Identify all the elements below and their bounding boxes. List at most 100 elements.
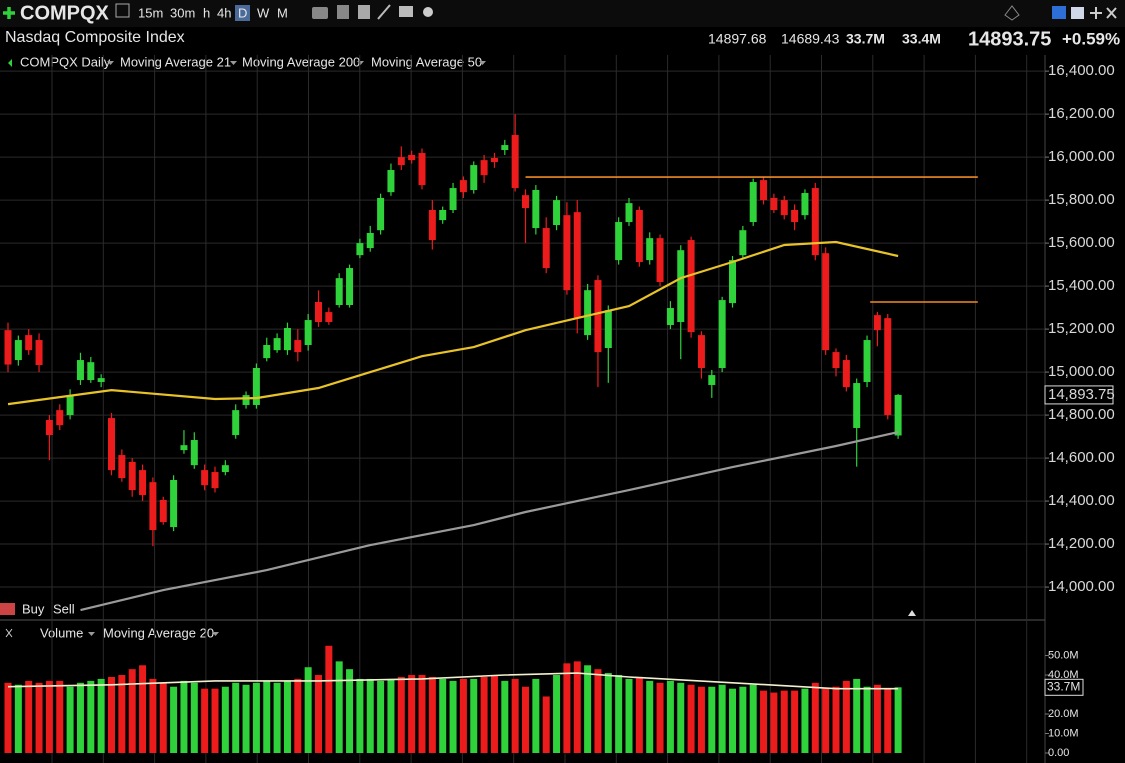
volume-bar [884, 688, 892, 753]
candle-body [573, 212, 581, 319]
last-volume-box [1044, 678, 1084, 696]
volume-bar [139, 665, 147, 753]
toolbar [0, 0, 1125, 27]
last-price-label: 14,893.75 [1048, 386, 1115, 403]
interval[interactable]: M [277, 5, 288, 20]
close-icon[interactable] [1106, 7, 1117, 19]
candle-body [739, 230, 747, 256]
volume-bar [87, 680, 95, 753]
candle-body [221, 465, 229, 473]
candle-body [180, 445, 188, 451]
volume-bar [252, 682, 260, 753]
icon[interactable] [399, 6, 413, 17]
candle-body [480, 160, 488, 176]
candle-body [14, 340, 22, 361]
icon[interactable] [1071, 7, 1084, 19]
candle-body [522, 195, 529, 209]
volume-bar [190, 682, 198, 753]
candle-body [863, 340, 871, 382]
volume-bar [801, 688, 809, 753]
volume-ma-legend[interactable]: Moving Average 20 [103, 625, 214, 640]
candle-body [139, 470, 147, 496]
candle-body [346, 268, 354, 306]
volume-bar [76, 682, 84, 753]
volume-bar [708, 686, 716, 753]
last-volume-label: 33.7M [1047, 679, 1080, 693]
candle-body [594, 280, 602, 353]
symbol[interactable]: COMPQX [20, 2, 110, 24]
scroll-marker[interactable] [908, 610, 916, 616]
icon[interactable] [423, 7, 433, 17]
interval[interactable]: D [238, 5, 247, 20]
star-icon[interactable] [1004, 5, 1020, 21]
candle-body [687, 240, 695, 333]
volume-bar [211, 688, 219, 753]
volume-bar [739, 686, 747, 753]
moving-average-line [80, 431, 899, 612]
axis: 16,400.00 16,200.00 16,000.00 15,800.00 15,6… [1044, 62, 1115, 759]
volume-bar [646, 680, 654, 753]
candle-body [252, 367, 260, 405]
candle-body [108, 418, 115, 471]
candle-body [459, 180, 467, 193]
interval[interactable]: W [257, 5, 270, 20]
grid-icon[interactable] [115, 3, 130, 18]
y-tick-label: 16,200.00 [1048, 105, 1115, 122]
plus-icon[interactable] [3, 7, 15, 19]
volume-bar [294, 678, 302, 753]
icon[interactable] [1052, 6, 1066, 19]
volume-bar [615, 675, 623, 753]
volume-bar [108, 676, 115, 753]
volume-bar [170, 686, 178, 753]
y-tick-label: 14,000.00 [1048, 578, 1115, 595]
volume-bar [263, 680, 271, 753]
move-icon[interactable] [1090, 7, 1102, 19]
candle-body [625, 203, 633, 223]
candle-body [770, 197, 778, 210]
icon[interactable] [337, 5, 349, 19]
volume-legend[interactable]: Volume [40, 625, 83, 640]
candle-body [366, 232, 374, 249]
volume-bar [480, 676, 488, 753]
sell-button[interactable]: Sell [53, 601, 75, 616]
volume-bar [273, 682, 281, 753]
icon[interactable] [358, 5, 370, 19]
candle-body [4, 330, 12, 365]
close-pane[interactable] [5, 628, 13, 638]
interval[interactable]: h [203, 5, 210, 20]
volume-bar [791, 690, 799, 753]
volume-bar [221, 686, 229, 753]
volume-bar [180, 680, 188, 753]
volume-bar [832, 686, 840, 753]
interval[interactable]: 30m [170, 5, 195, 20]
legend-entry[interactable]: Moving Average 50 [371, 54, 482, 69]
interval[interactable]: 15m [138, 5, 163, 20]
moving-average-line [7, 240, 899, 406]
candle-body [729, 260, 736, 304]
candle-body [315, 302, 322, 322]
volume-tick-label: 20.0M [1048, 708, 1079, 720]
legend-entry[interactable]: COMPQX Daily [20, 54, 111, 69]
candle-body [87, 362, 95, 381]
candle-body [449, 188, 457, 210]
last-price: 14893.75 [968, 28, 1051, 50]
candle-body [884, 318, 892, 416]
candle-body [853, 383, 861, 428]
icon[interactable] [377, 4, 391, 20]
trade-icon[interactable] [0, 603, 15, 615]
legend-entry[interactable]: Moving Average 21 [120, 54, 231, 69]
legend-entry[interactable]: Moving Average 200 [242, 54, 360, 69]
icon[interactable] [312, 7, 328, 19]
active-interval[interactable] [235, 5, 250, 21]
volume-bar [346, 669, 354, 753]
interval[interactable]: 4h [217, 5, 231, 20]
expand-arrow[interactable] [8, 59, 12, 67]
candle-body [356, 243, 364, 256]
volume-bar [656, 682, 664, 753]
buy-button[interactable]: Buy [22, 601, 45, 616]
low: 14689.43 [781, 31, 840, 47]
candle-body [749, 182, 757, 223]
volume-bar [822, 688, 830, 753]
volume-bar [201, 688, 209, 753]
volume-bar [35, 682, 43, 753]
